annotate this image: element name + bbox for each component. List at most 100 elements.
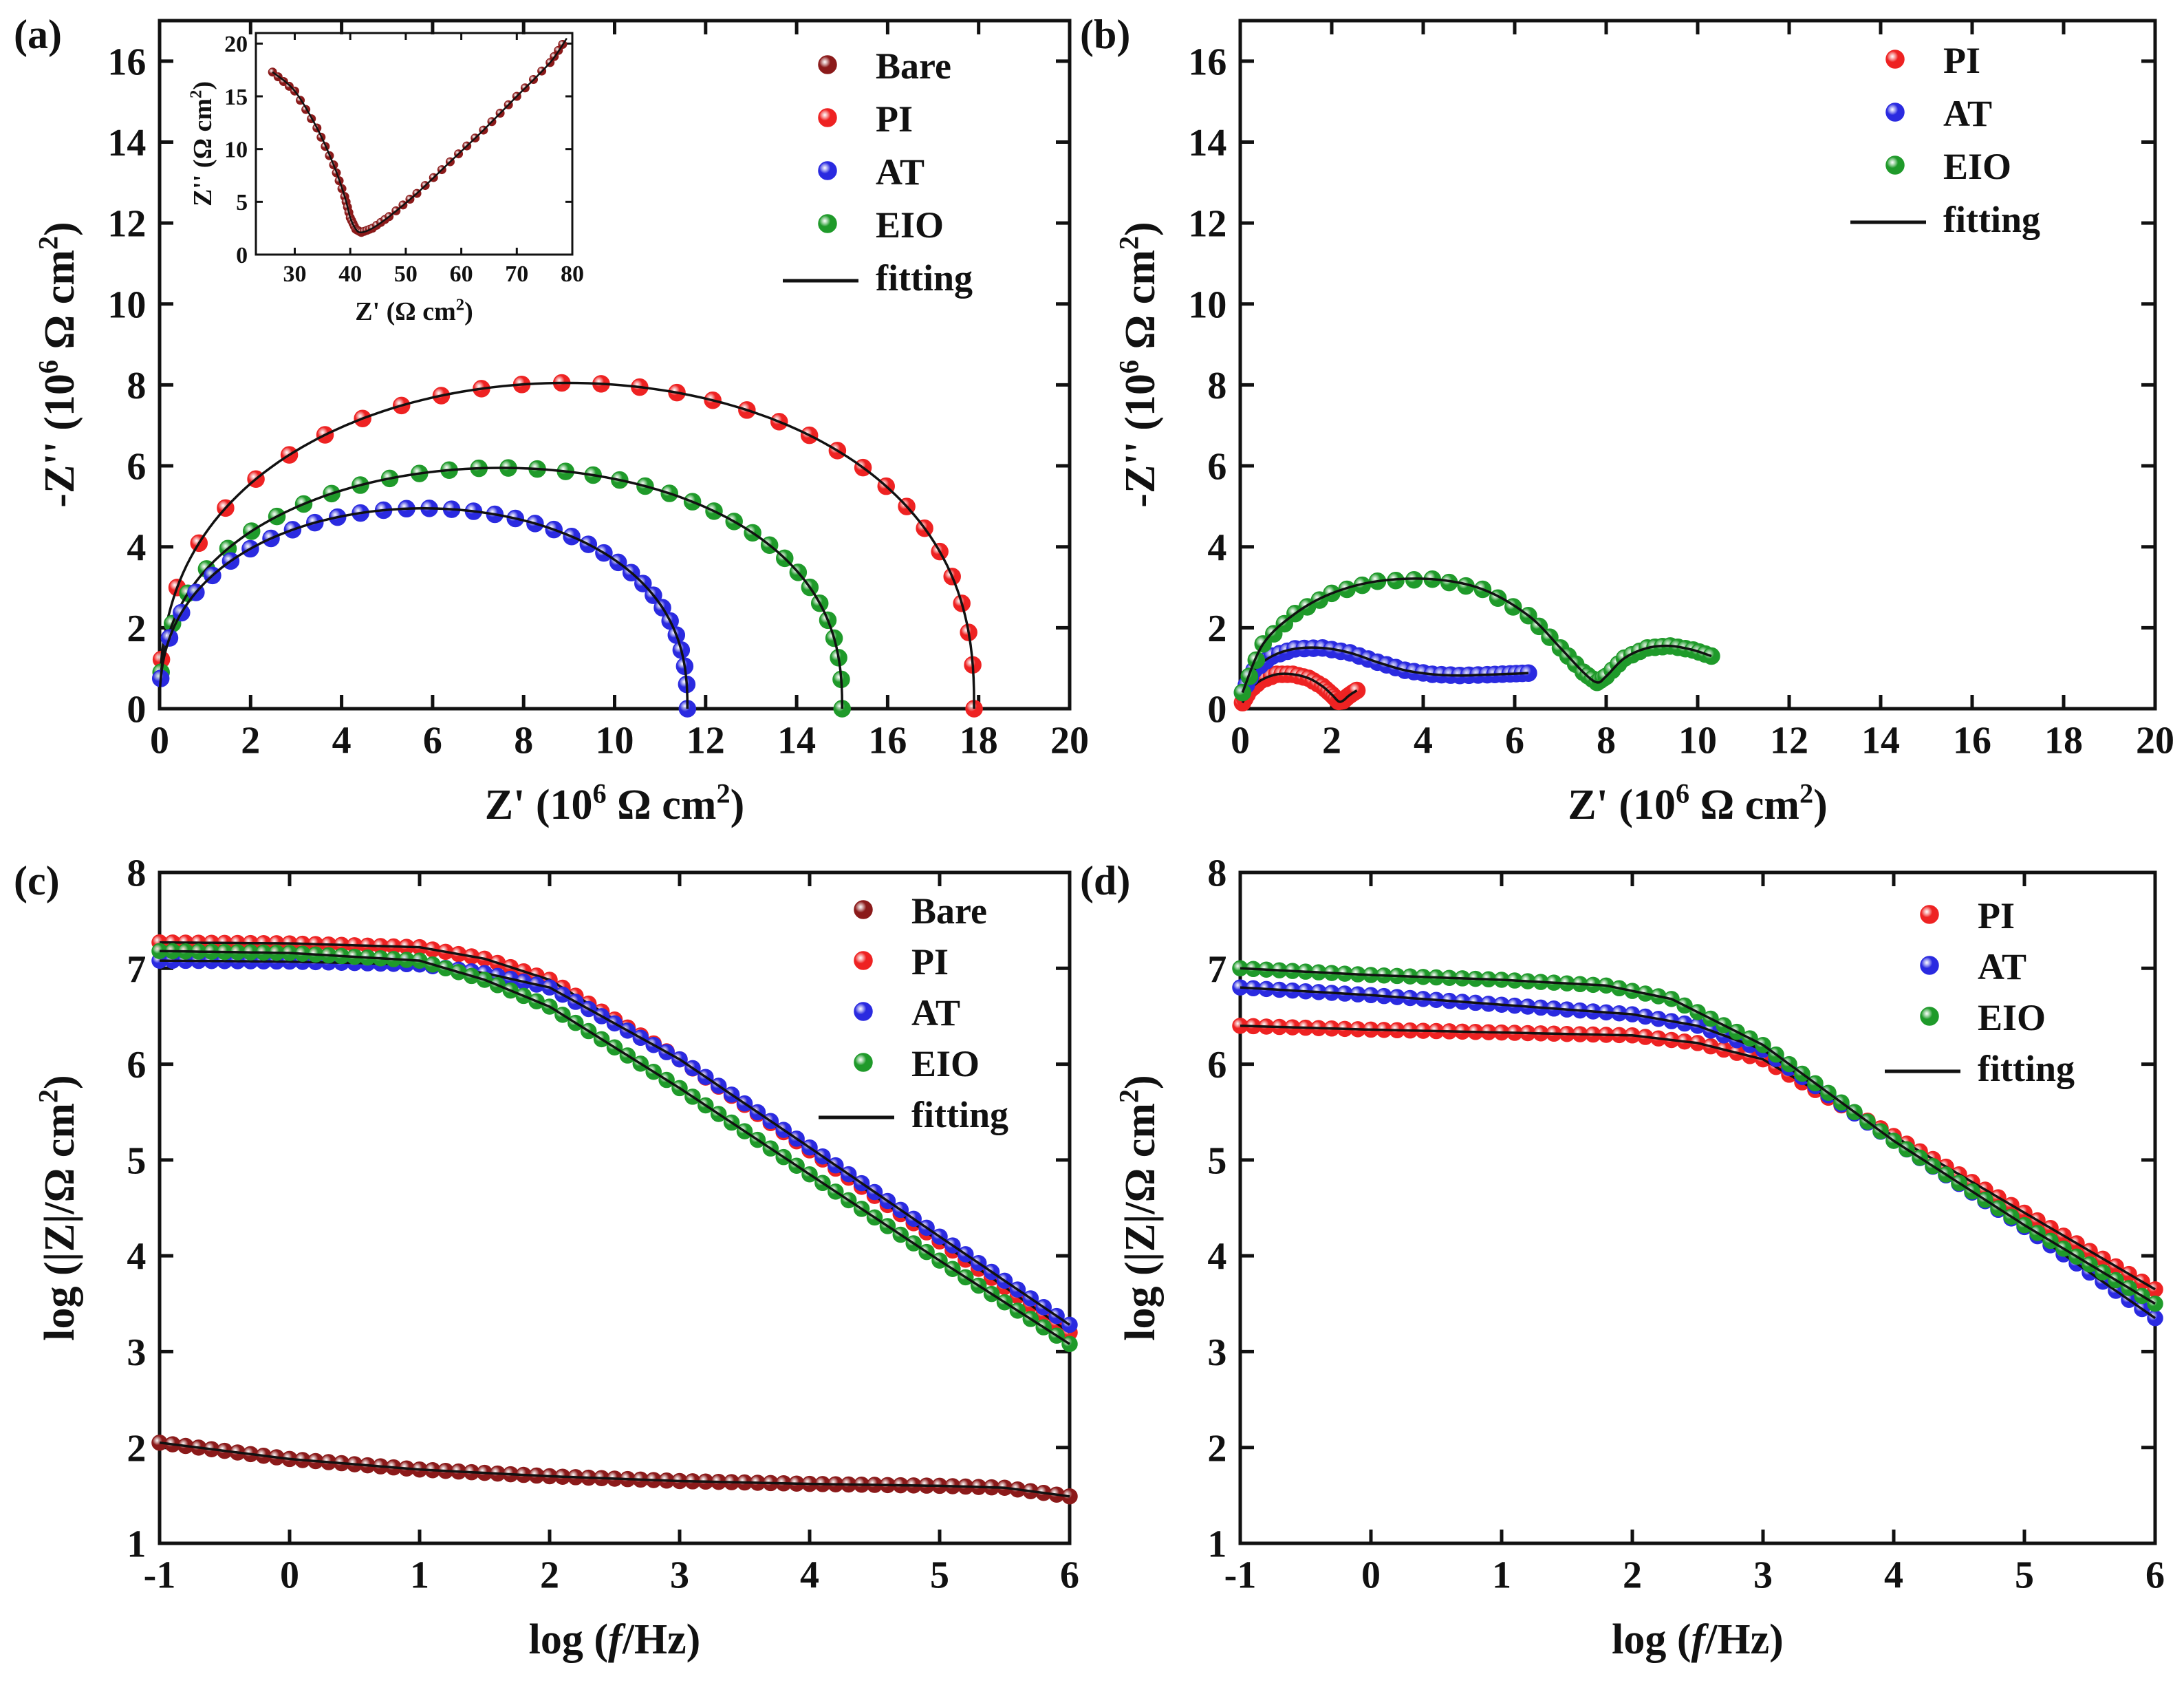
y-tick-label: 4 <box>127 1236 146 1278</box>
x-tick-label: 4 <box>800 1554 819 1596</box>
x-tick-label: 5 <box>2015 1554 2034 1596</box>
legend: Bare PI AT EIO fitting <box>819 890 1008 1135</box>
x-tick-label: 4 <box>1414 719 1433 762</box>
legend-marker-pi <box>818 108 837 127</box>
fitting-line-at <box>159 959 1070 1326</box>
x-tick-label: 1 <box>410 1554 429 1596</box>
fitting-line-eio <box>159 950 1070 1345</box>
y-tick-label: 16 <box>1188 41 1226 83</box>
x-tick-label: 6 <box>423 719 442 762</box>
x-axis-label: log (f/Hz) <box>1612 1616 1784 1663</box>
y-tick-label: 1 <box>127 1523 146 1566</box>
y-axis-label: -Z'' (106 Ω cm2) <box>32 222 83 507</box>
y-tick-label: 10 <box>1188 283 1226 326</box>
legend-label: fitting <box>911 1094 1008 1135</box>
legend-marker-bare <box>818 55 837 74</box>
x-axis-label: Z' (106 Ω cm2) <box>485 778 745 828</box>
x-tick-label: 3 <box>670 1554 689 1596</box>
legend-marker-at <box>1920 956 1939 975</box>
x-tick-label: 20 <box>1050 719 1089 762</box>
y-tick-label: 4 <box>127 526 146 569</box>
y-tick-label: 6 <box>127 1044 146 1086</box>
y-tick-label: 6 <box>127 446 146 489</box>
x-tick-label: 0 <box>280 1554 299 1596</box>
axes-group: 0 2 4 6 8 10 12 14 16 18 20 0 2 4 6 8 10 12 14 16 <box>1188 19 2174 762</box>
x-tick-label: 18 <box>960 719 998 762</box>
y-tick-label: 14 <box>1188 122 1226 164</box>
series-group <box>1232 960 2163 1327</box>
y-tick-label: 4 <box>1207 526 1226 569</box>
legend-label: AT <box>1943 93 1992 134</box>
x-tick-label: 10 <box>1678 719 1717 762</box>
y-tick-label: 10 <box>107 283 146 326</box>
x-tick-label: 2 <box>1322 719 1341 762</box>
x-tick-label: 0 <box>1231 719 1250 762</box>
legend-marker-at <box>818 161 837 180</box>
fitting-line-eio <box>1240 967 2156 1305</box>
y-tick-label: 5 <box>127 1139 146 1182</box>
plot-frame <box>158 870 1072 1545</box>
x-tick-label: 14 <box>1861 719 1900 762</box>
x-tick-label: 6 <box>1060 1554 1079 1596</box>
legend-label: fitting <box>1943 199 2040 240</box>
legend: Bare PI AT EIO fitting <box>783 45 973 299</box>
axes-group: 30 40 50 60 70 80 0 5 10 15 20 <box>224 32 584 287</box>
inset-y-label: Z'' (Ω cm2) <box>187 81 217 206</box>
x-tick-label: 50 <box>394 261 418 287</box>
plot-frame <box>158 19 1072 711</box>
y-tick-label: 12 <box>107 203 146 246</box>
data-point-at <box>1061 1316 1078 1333</box>
x-tick-label: 40 <box>338 261 362 287</box>
y-tick-label: 8 <box>1207 853 1226 895</box>
y-axis-label: log (|Z|/Ω cm2) <box>32 1075 83 1340</box>
x-tick-label: 4 <box>332 719 352 762</box>
y-tick-label: 10 <box>224 138 248 163</box>
y-tick-label: 15 <box>224 85 248 110</box>
y-tick-label: 5 <box>236 190 248 215</box>
y-tick-label: 20 <box>224 32 248 57</box>
legend-marker-eio <box>818 214 837 233</box>
legend-marker-at <box>854 1002 873 1021</box>
fitting-line-eio <box>158 467 844 709</box>
x-tick-label: 20 <box>2136 719 2174 762</box>
legend-label: EIO <box>876 204 944 246</box>
y-tick-label: 2 <box>127 608 146 650</box>
y-tick-label: 2 <box>127 1427 146 1470</box>
x-tick-label: 80 <box>561 261 584 287</box>
x-tick-label: 60 <box>450 261 473 287</box>
fitting-line-pi <box>1241 672 1358 704</box>
x-tick-label: 12 <box>686 719 725 762</box>
legend-marker-pi <box>1885 50 1905 69</box>
x-axis-label: log (f/Hz) <box>529 1616 701 1663</box>
y-tick-label: 14 <box>107 122 146 164</box>
legend-label: PI <box>1943 40 1980 81</box>
x-tick-label: 2 <box>1623 1554 1642 1596</box>
x-tick-label: -1 <box>144 1554 176 1596</box>
fitting-line-pi <box>158 381 975 709</box>
panel-label: (a) <box>14 12 62 57</box>
x-tick-label: 18 <box>2044 719 2083 762</box>
x-tick-label: 5 <box>930 1554 949 1596</box>
x-tick-label: 2 <box>540 1554 559 1596</box>
legend-label: AT <box>1978 946 2026 987</box>
legend-label: Bare <box>911 890 987 932</box>
y-tick-label: 1 <box>1207 1523 1226 1566</box>
legend-marker-pi <box>1920 905 1939 924</box>
x-tick-label: 3 <box>1753 1554 1773 1596</box>
fitting-line-eio <box>1241 577 1712 694</box>
x-tick-label: 10 <box>596 719 634 762</box>
x-tick-label: 4 <box>1884 1554 1903 1596</box>
data-point-eio <box>1405 570 1423 589</box>
plot-frame <box>255 32 574 256</box>
y-axis-label: log (|Z|/Ω cm2) <box>1113 1075 1164 1340</box>
x-tick-label: 70 <box>505 261 528 287</box>
x-tick-label: 0 <box>1361 1554 1381 1596</box>
legend: PI AT EIO fitting <box>1885 895 2075 1089</box>
panel-label: (c) <box>14 858 60 903</box>
y-tick-label: 0 <box>236 243 248 268</box>
panel-label: (b) <box>1080 12 1130 57</box>
legend-label: EIO <box>1943 146 2011 187</box>
legend-label: fitting <box>876 257 973 299</box>
plot-frame <box>1238 870 2157 1545</box>
